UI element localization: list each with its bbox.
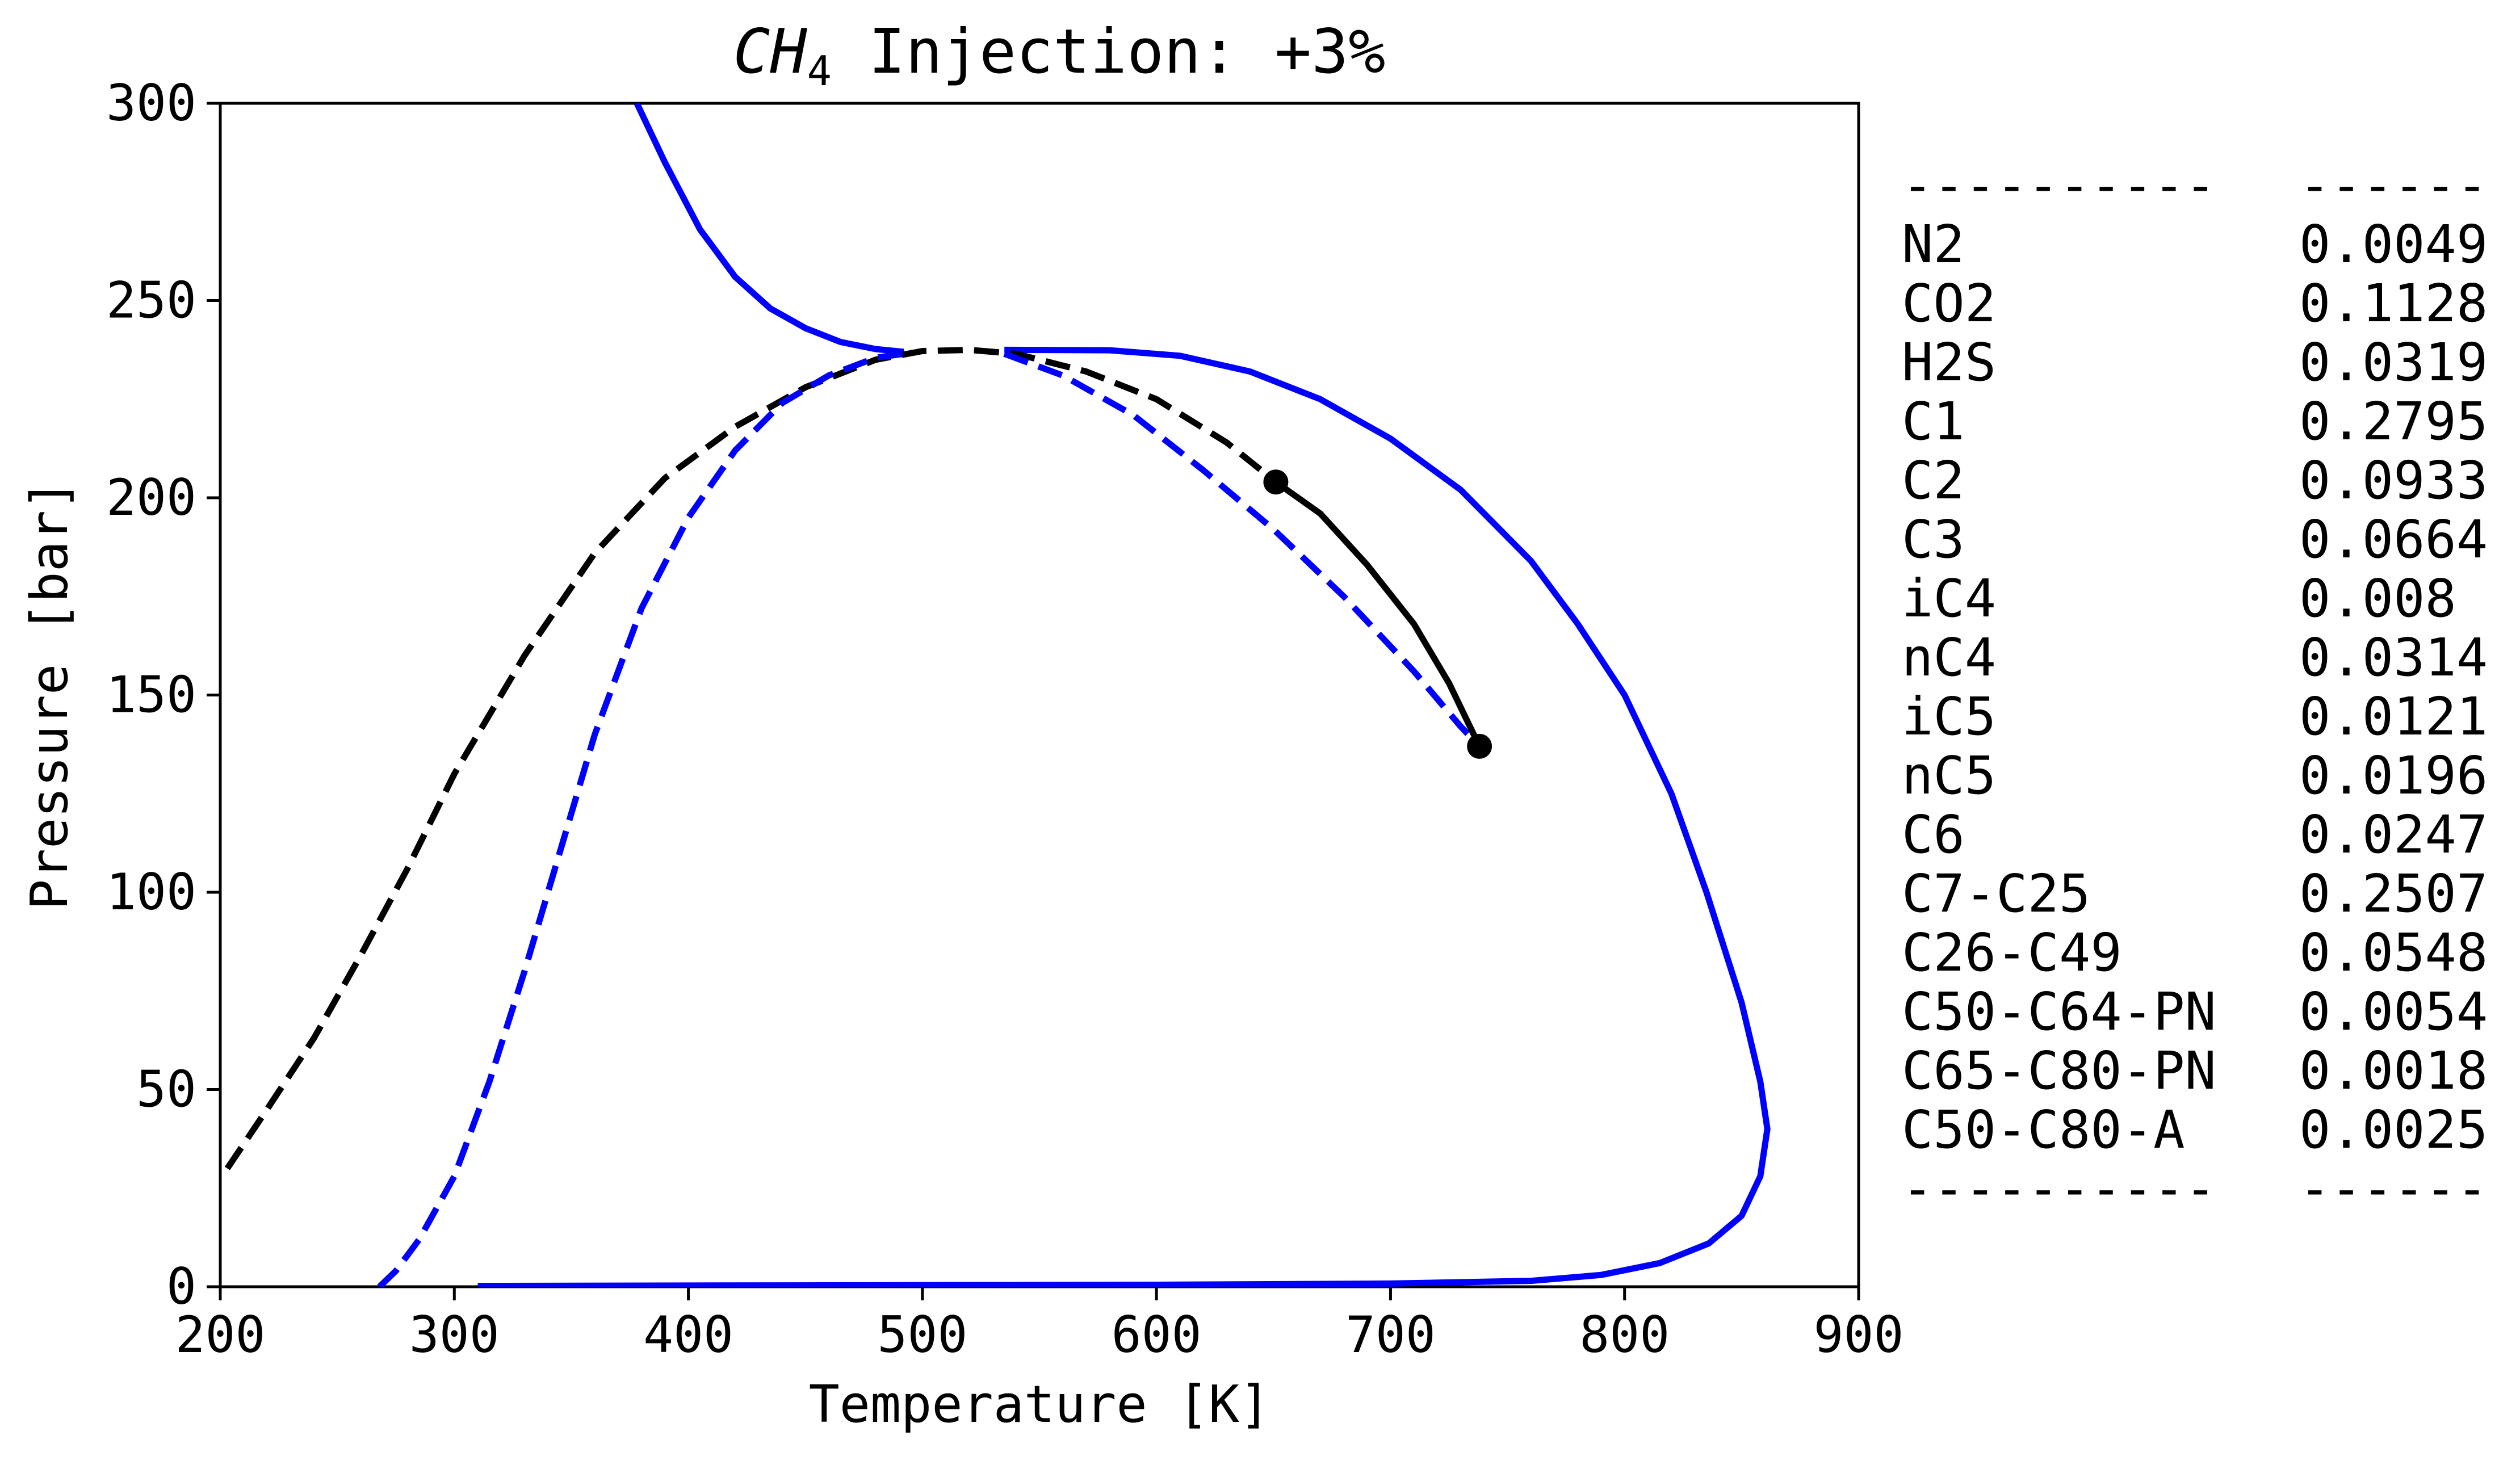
table-separator-bottom-name: ---------- — [1902, 1158, 2216, 1219]
point-marker-2 — [1467, 733, 1492, 759]
table-row-name: nC5 — [1902, 745, 1996, 806]
y-tick-label: 200 — [106, 468, 196, 527]
x-tick-label: 400 — [643, 1305, 733, 1364]
table-row-value: 0.0548 — [2299, 922, 2488, 983]
table-row-name: C65-C80-PN — [1902, 1040, 2216, 1101]
table-row-name: N2 — [1902, 214, 1965, 275]
table-row-value: 0.0018 — [2299, 1040, 2488, 1101]
markers-layer — [1263, 469, 1492, 759]
table-row-value: 0.0054 — [2299, 981, 2488, 1042]
x-axis-label: Temperature [K] — [809, 1375, 1271, 1434]
table-row-value: 0.0319 — [2299, 332, 2488, 393]
x-tick-label: 900 — [1814, 1305, 1904, 1364]
x-tick-label: 500 — [877, 1305, 967, 1364]
table-separator-bottom-value: ------ — [2299, 1158, 2488, 1219]
table-row-value: 0.0314 — [2299, 627, 2488, 688]
y-tick-label: 100 — [106, 863, 196, 921]
series-line-1 — [634, 103, 904, 355]
y-tick-label: 250 — [106, 271, 196, 330]
curves-layer — [224, 103, 1771, 1287]
table-row-name: CO2 — [1902, 273, 1996, 334]
table-row-value: 0.0121 — [2299, 686, 2488, 747]
table-row-name: C2 — [1902, 450, 1965, 511]
table-row-name: H2S — [1902, 332, 1996, 393]
table-separator-top-name: ---------- — [1902, 155, 2216, 216]
table-row-value: 0.008 — [2299, 568, 2456, 629]
y-axis-label: Pressure [bar] — [20, 480, 79, 910]
table-row-value: 0.2795 — [2299, 391, 2488, 452]
y-tick-label: 300 — [106, 74, 196, 132]
x-axis-ticks: 200 300 400 500 600 700 800 900 — [175, 1287, 1904, 1364]
x-tick-label: 200 — [175, 1305, 266, 1364]
table-row-value: 0.2507 — [2299, 863, 2488, 924]
chart-title: CH4 Injection: +3% — [733, 16, 1386, 95]
table-row-name: C1 — [1902, 391, 1965, 452]
y-tick-label: 50 — [136, 1060, 196, 1119]
table-row-value: 0.0025 — [2299, 1099, 2488, 1160]
table-row-name: C7-C25 — [1902, 863, 2090, 924]
table-row-name: iC4 — [1902, 568, 1996, 629]
y-tick-label: 150 — [106, 666, 196, 724]
table-row-value: 0.0196 — [2299, 745, 2488, 806]
table-separator-top-value: ------ — [2299, 155, 2488, 216]
x-tick-label: 300 — [409, 1305, 500, 1364]
table-row-name: C3 — [1902, 509, 1965, 570]
table-row-value: 0.0247 — [2299, 804, 2488, 865]
plot-area-frame — [219, 102, 1860, 1288]
table-row-value: 0.0049 — [2299, 214, 2488, 275]
title-species-subscript: 4 — [807, 47, 832, 95]
table-row-name: C26-C49 — [1902, 922, 2122, 983]
y-tick-label: 0 — [166, 1257, 196, 1316]
series-line-4 — [377, 350, 904, 1287]
series-line-5 — [1003, 351, 1482, 749]
series-line-3 — [224, 346, 1278, 1170]
x-tick-label: 800 — [1579, 1305, 1670, 1364]
table-row-name: C50-C64-PN — [1902, 981, 2216, 1042]
table-row-name: C50-C80-A — [1902, 1099, 2185, 1160]
point-marker-1 — [1263, 469, 1289, 495]
series-line-6 — [1274, 479, 1483, 748]
table-row-name: iC5 — [1902, 686, 1996, 747]
title-rest: Injection: +3% — [832, 16, 1385, 87]
x-tick-label: 700 — [1345, 1305, 1436, 1364]
table-row-value: 0.0933 — [2299, 450, 2488, 511]
series-line-2 — [477, 346, 1771, 1287]
x-tick-label: 600 — [1112, 1305, 1202, 1364]
table-row-value: 0.1128 — [2299, 273, 2488, 334]
title-species: CH — [733, 16, 808, 87]
table-row-value: 0.0664 — [2299, 509, 2488, 570]
table-row-name: C6 — [1902, 804, 1965, 865]
table-row-name: nC4 — [1902, 627, 1996, 688]
y-axis-ticks: 0 50 100 150 200 250 300 — [106, 74, 220, 1316]
